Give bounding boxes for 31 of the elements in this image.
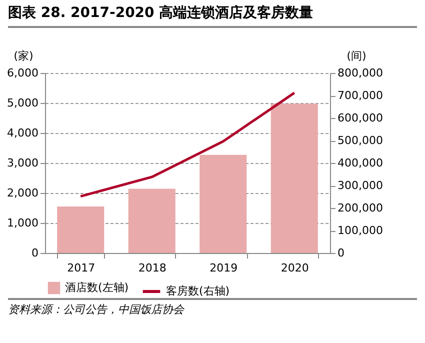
legend-label: 客房数(右轴) <box>166 284 230 298</box>
y2-tick-label: 0 <box>338 246 344 260</box>
y2-axis-title: (间) <box>346 50 366 62</box>
y-tick-label: 4,000 <box>7 126 38 140</box>
x-tick-label: 2019 <box>210 262 238 274</box>
y-tick-label: 0 <box>32 246 38 260</box>
y-axis-title: (家) <box>14 50 34 62</box>
y2-tick-label: 200,000 <box>338 202 383 214</box>
y-tick-label: 2,000 <box>7 186 38 200</box>
y2-tick-label: 700,000 <box>338 89 383 102</box>
y2-tick-label: 100,000 <box>338 224 383 237</box>
bar <box>57 206 104 253</box>
bar <box>128 188 176 253</box>
y2-tick-label: 800,000 <box>338 66 383 80</box>
y2-tick-label: 600,000 <box>338 112 383 124</box>
x-tick-label: 2020 <box>280 262 309 274</box>
bar <box>270 104 318 253</box>
y-tick-label: 6,000 <box>7 66 38 80</box>
y2-tick-label: 400,000 <box>338 156 383 170</box>
x-tick-label: 2017 <box>67 262 96 274</box>
y-tick-label: 3,000 <box>7 156 38 170</box>
y2-tick-label: 300,000 <box>338 179 383 192</box>
text: 资料来源：公司公告，中国饭店协会 <box>8 298 417 317</box>
chart-title: 图表 28. 2017-2020 高端连锁酒店及客房数量 <box>8 4 417 28</box>
line-series <box>79 92 296 198</box>
x-tick-label: 2018 <box>138 262 166 274</box>
y2-tick-label: 500,000 <box>338 134 383 147</box>
y-tick-label: 1,000 <box>7 216 38 230</box>
bar <box>200 154 247 253</box>
y-tick-label: 5,000 <box>7 96 38 110</box>
legend-label: 酒店数(左轴) <box>65 281 129 294</box>
